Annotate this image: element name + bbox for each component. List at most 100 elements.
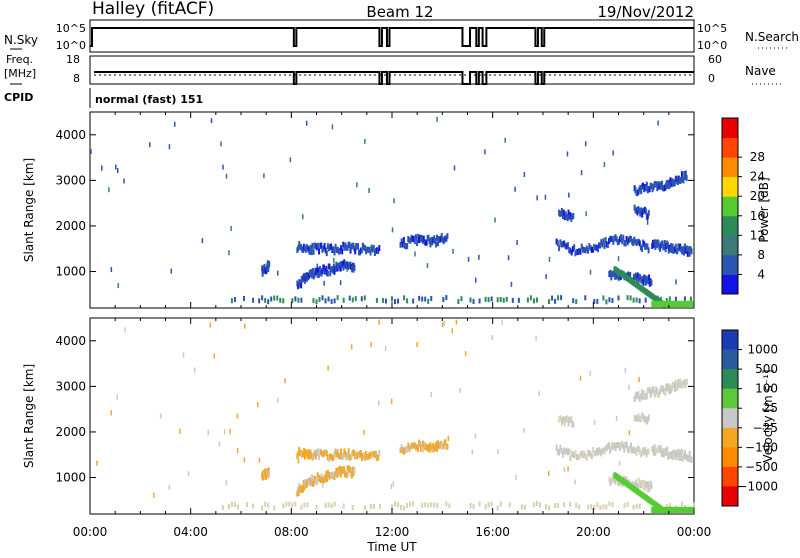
echo-point <box>410 234 413 241</box>
echo-point <box>588 450 591 457</box>
colorbar-segment <box>722 349 738 370</box>
scatter-echo <box>536 195 538 201</box>
echo-point <box>321 267 324 274</box>
echo-point <box>332 263 335 270</box>
echo-point <box>408 237 411 244</box>
echo-point <box>559 444 562 451</box>
echo-point <box>610 235 613 242</box>
echo-point <box>334 265 337 272</box>
ground-echo <box>394 501 397 507</box>
scatter-echo <box>501 319 503 325</box>
echo-point <box>560 207 563 214</box>
ground-echo <box>520 504 523 510</box>
ground-echo <box>548 505 551 511</box>
echo-point <box>368 452 371 459</box>
freq-line <box>94 71 694 85</box>
echo-point <box>367 246 370 253</box>
echo-point <box>601 241 604 248</box>
echo-point <box>340 448 343 455</box>
echo-point <box>633 236 636 243</box>
echo-point <box>559 415 562 422</box>
echo-point <box>673 179 676 186</box>
echo-point <box>609 447 612 454</box>
echo-point <box>348 242 351 249</box>
scatter-echo <box>124 327 126 333</box>
nsky-trace <box>90 27 694 47</box>
echo-point <box>663 243 666 250</box>
ground-echo <box>596 502 599 508</box>
echo-point <box>400 444 403 451</box>
echo-point <box>634 238 637 245</box>
echo-point <box>633 447 636 454</box>
echo-point <box>639 451 642 458</box>
echo-point <box>329 270 332 277</box>
echo-point <box>354 248 357 255</box>
ground-echo <box>665 298 668 304</box>
echo-point <box>664 389 667 396</box>
scatter-echo <box>116 394 118 400</box>
x-tick-label: 12:00 <box>375 525 410 539</box>
echo-point <box>436 445 439 452</box>
echo-point <box>604 445 607 452</box>
echo-point <box>574 250 577 257</box>
scatter-echo <box>510 281 513 287</box>
scatter-echo <box>117 283 119 289</box>
echo-point <box>595 447 598 454</box>
echo-point <box>593 450 596 457</box>
echo-point <box>662 448 665 455</box>
ground-echo <box>569 501 572 507</box>
echo-point <box>596 449 599 456</box>
ground-echo <box>258 298 261 304</box>
ground-echo <box>442 297 445 303</box>
echo-point <box>332 267 335 274</box>
echo-point <box>339 265 342 272</box>
scatter-echo <box>276 270 279 276</box>
colorbar-segment <box>722 176 738 197</box>
echo-point <box>614 234 617 241</box>
ground-echo <box>436 503 439 509</box>
echo-point <box>564 242 567 249</box>
power-colorbar-label: Power [dB] <box>757 177 771 242</box>
echo-point <box>678 382 681 389</box>
echo-point <box>647 278 650 285</box>
echo-point <box>582 452 585 459</box>
ground-echo <box>342 503 345 509</box>
ground-echo <box>306 502 309 508</box>
echo-point <box>267 467 270 474</box>
scatter-echo <box>638 377 640 383</box>
scatter-echo <box>173 121 176 127</box>
echo-point <box>606 242 609 249</box>
echo-point <box>419 441 422 448</box>
echo-point <box>342 241 345 248</box>
ground-echo <box>424 502 427 508</box>
echo-point <box>636 446 639 453</box>
echo-point <box>331 455 334 462</box>
colorbar-segment <box>722 369 738 390</box>
echo-point <box>446 443 449 450</box>
ground-echo <box>638 298 641 304</box>
echo-point <box>349 466 352 473</box>
colorbar-segment <box>722 427 738 448</box>
scatter-echo <box>426 263 429 269</box>
echo-point <box>436 234 439 241</box>
echo-point <box>680 454 683 461</box>
freq-tick-high: 18 <box>66 53 80 66</box>
scatter-echo <box>471 449 474 455</box>
echo-point <box>578 453 581 460</box>
scatter-echo <box>547 471 550 477</box>
scatter-echo <box>159 413 162 419</box>
echo-point <box>335 247 338 254</box>
echo-point <box>592 246 595 253</box>
nsky-line <box>90 27 694 47</box>
echo-point <box>323 243 326 250</box>
echo-point <box>671 454 674 461</box>
ground-echo <box>596 298 599 304</box>
colorbar-tick-label: −25 <box>753 421 778 435</box>
scatter-echo <box>584 141 587 147</box>
echo-point <box>326 243 329 250</box>
echo-point <box>643 479 646 486</box>
echo-point <box>401 447 404 454</box>
echo-point <box>601 447 604 454</box>
echo-point <box>428 237 431 244</box>
